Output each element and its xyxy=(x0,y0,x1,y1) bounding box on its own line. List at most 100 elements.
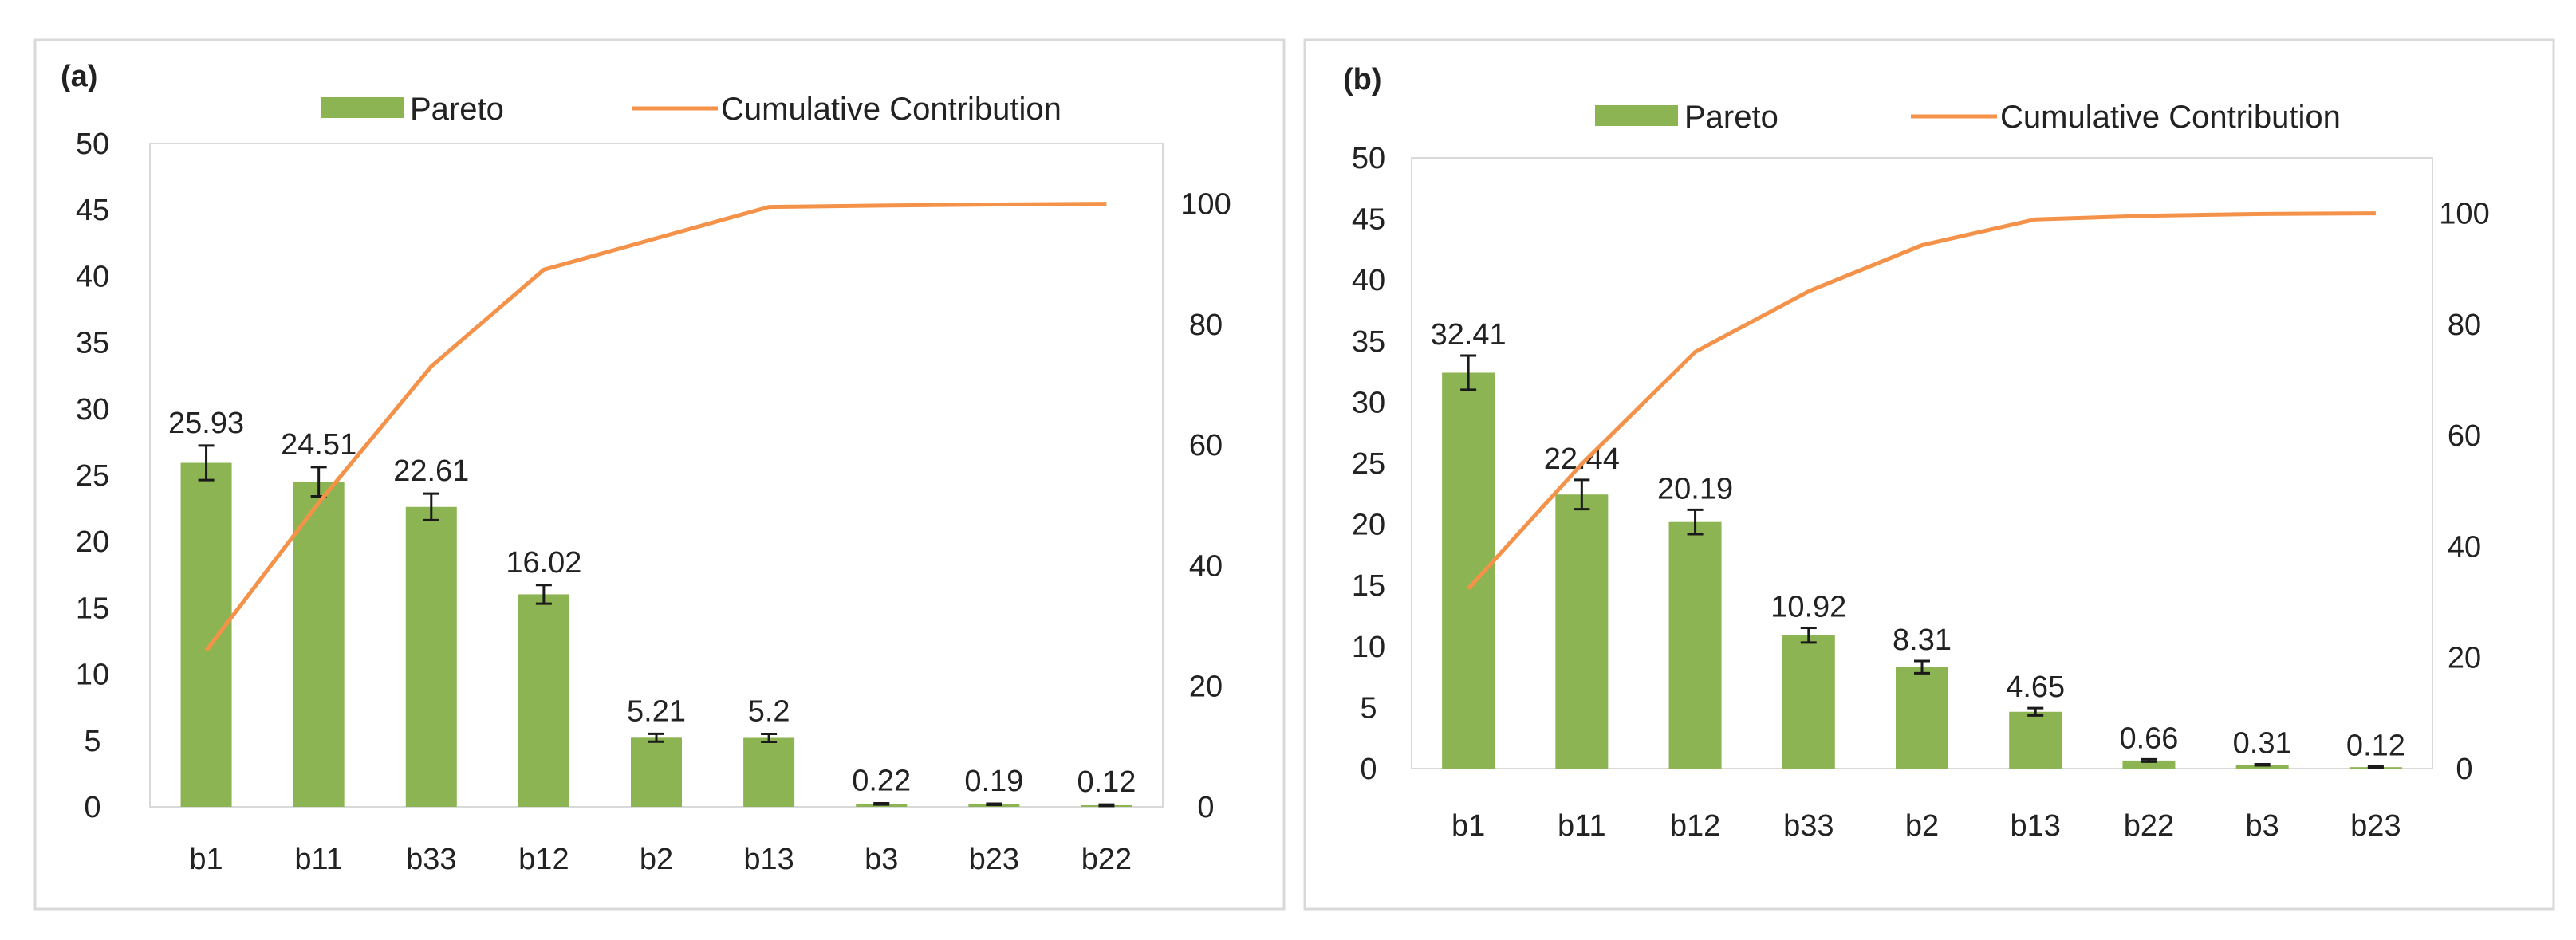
x-tick-label: b11 xyxy=(294,843,343,876)
panel-a-bars xyxy=(180,462,1132,808)
data-label: 10.92 xyxy=(1771,591,1846,624)
x-tick-label: b13 xyxy=(2011,809,2061,843)
y2-tick-label: 20 xyxy=(2448,642,2481,675)
y-tick-label: 45 xyxy=(1352,203,1385,237)
bar-b2 xyxy=(1896,667,1948,769)
y2-tick-label: 0 xyxy=(1197,791,1214,824)
y-tick-label: 30 xyxy=(1352,386,1385,419)
x-tick-label: b22 xyxy=(2124,809,2174,843)
data-label: 22.61 xyxy=(393,454,469,488)
error-bar xyxy=(1914,659,1930,675)
bar-b1 xyxy=(180,462,232,807)
error-bar xyxy=(2367,765,2384,769)
x-tick-label: b1 xyxy=(1451,809,1485,843)
y-tick-label: 5 xyxy=(84,725,100,758)
y2-tick-label: 80 xyxy=(2448,309,2481,342)
bar-b13 xyxy=(743,737,795,807)
y-tick-label: 50 xyxy=(1352,142,1385,175)
x-tick-label: b11 xyxy=(1558,809,1606,843)
legend-pareto-label: Pareto xyxy=(1684,100,1778,135)
data-label: 0.19 xyxy=(964,765,1023,798)
y-tick-label: 20 xyxy=(1352,509,1385,542)
bar-b13 xyxy=(2009,711,2062,769)
legend-cumulative-label: Cumulative Contribution xyxy=(2000,100,2341,135)
panel-a-cumulative-line xyxy=(204,202,1107,652)
y-tick-label: 0 xyxy=(1360,753,1377,786)
error-bar xyxy=(2141,757,2157,763)
y-tick-label: 35 xyxy=(76,327,109,360)
x-tick-label: b22 xyxy=(1081,843,1132,876)
y2-tick-label: 60 xyxy=(2448,419,2481,453)
error-bar xyxy=(761,732,778,743)
data-label: 32.41 xyxy=(1431,318,1507,352)
panel-b-legend: Pareto Cumulative Contribution xyxy=(1595,100,2341,135)
error-bar xyxy=(2254,762,2271,767)
data-label: 5.21 xyxy=(627,694,686,728)
panel-a-y2-axis: 0 20 40 60 80 100 xyxy=(1180,188,1231,824)
y2-tick-label: 40 xyxy=(1189,549,1223,583)
legend-pareto-swatch xyxy=(1595,105,1678,126)
y2-tick-label: 100 xyxy=(1180,188,1231,222)
y-tick-label: 5 xyxy=(1360,691,1377,725)
y-tick-label: 20 xyxy=(76,525,109,559)
y-tick-label: 25 xyxy=(76,459,109,493)
x-tick-label: b33 xyxy=(406,843,456,876)
panel-b-cumulative-line xyxy=(1467,211,2376,590)
error-bar xyxy=(986,802,1002,807)
y-tick-label: 40 xyxy=(76,260,109,293)
panel-b-y2-axis: 0 20 40 60 80 100 xyxy=(2439,198,2489,786)
error-bar xyxy=(1574,478,1590,511)
legend-cumulative-label: Cumulative Contribution xyxy=(721,92,1062,127)
y-tick-label: 50 xyxy=(76,128,109,161)
error-bar xyxy=(535,584,552,605)
x-tick-label: b23 xyxy=(2350,809,2401,843)
x-tick-label: b23 xyxy=(969,843,1019,876)
error-bar xyxy=(1098,803,1115,808)
data-label: 16.02 xyxy=(506,546,581,580)
y-tick-label: 15 xyxy=(1352,569,1385,603)
y-tick-label: 40 xyxy=(1352,264,1385,297)
data-label: 4.65 xyxy=(2006,671,2065,704)
y-tick-label: 45 xyxy=(76,194,109,227)
data-label: 22.44 xyxy=(1544,442,1620,476)
y2-tick-label: 40 xyxy=(2448,530,2481,564)
y2-tick-label: 60 xyxy=(1189,429,1223,462)
panel-a-data-labels: 25.93 24.51 22.61 16.02 5.21 5.2 0.22 0.19 0.12 xyxy=(168,407,1136,799)
error-bar xyxy=(873,802,890,806)
error-bar xyxy=(423,492,439,521)
x-tick-label: b3 xyxy=(2246,809,2279,843)
data-label: 0.31 xyxy=(2233,726,2292,760)
y-tick-label: 30 xyxy=(76,393,109,427)
error-bar xyxy=(1460,354,1477,391)
x-tick-label: b2 xyxy=(1905,809,1939,843)
y-tick-label: 10 xyxy=(76,659,109,692)
panel-b: (b) Pareto Cumulative Contribution 0 5 10 1… xyxy=(1303,38,2555,911)
data-label: 5.2 xyxy=(748,694,790,728)
error-bar xyxy=(1687,508,1704,536)
error-bar xyxy=(198,444,215,482)
y-tick-label: 0 xyxy=(84,791,100,824)
y-tick-label: 10 xyxy=(1352,631,1385,664)
cumulative-contribution-line xyxy=(204,202,1107,652)
legend-pareto-label: Pareto xyxy=(410,92,504,127)
bar-b2 xyxy=(631,737,682,807)
error-bar xyxy=(1800,627,1817,644)
bar-b33 xyxy=(405,506,457,807)
panel-a-label: (a) xyxy=(61,60,97,93)
data-label: 8.31 xyxy=(1893,623,1952,657)
x-tick-label: b12 xyxy=(1670,809,1720,843)
y2-tick-label: 80 xyxy=(1189,309,1223,342)
data-label: 0.22 xyxy=(852,765,911,798)
x-tick-label: b13 xyxy=(743,843,794,876)
panel-b-error-bars xyxy=(1460,354,2384,769)
panel-b-label: (b) xyxy=(1343,63,1382,96)
data-label: 25.93 xyxy=(168,407,244,440)
x-tick-label: b1 xyxy=(189,843,223,876)
y2-tick-label: 20 xyxy=(1189,671,1223,704)
panel-b-bars xyxy=(1442,372,2402,769)
bar-b3 xyxy=(2235,765,2289,769)
panel-a: (a) Pareto Cumulative Contribution 0 5 10 1… xyxy=(33,38,1286,911)
bar-b22 xyxy=(2122,760,2176,769)
y2-tick-label: 0 xyxy=(2456,753,2472,786)
